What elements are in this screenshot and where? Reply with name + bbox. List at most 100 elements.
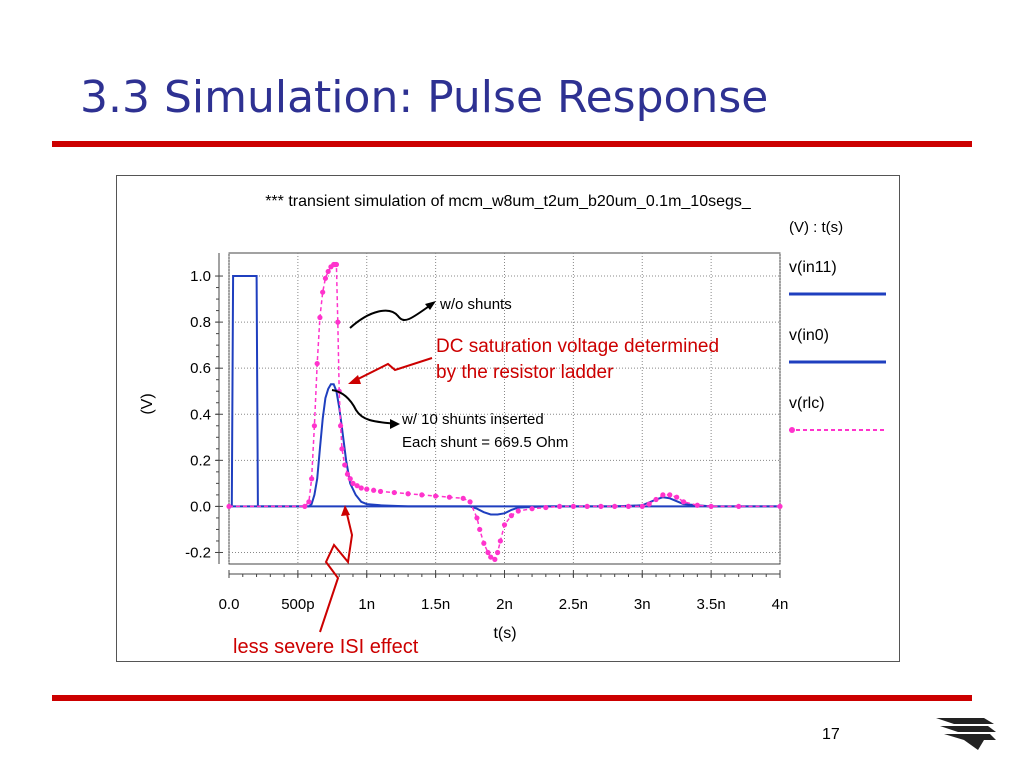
figure-frame [116,175,900,662]
top-divider [52,141,972,147]
series-point [354,483,360,489]
x-tick-label: 3n [634,596,651,613]
series-point [460,495,466,501]
annotation-wo-shunts: w/o shunts [439,296,512,313]
series-layer [226,261,783,562]
chart-title: *** transient simulation of mcm_w8um_t2u… [265,193,752,210]
legend-label: v(in0) [789,327,829,344]
series-point [736,503,742,510]
series-point [495,549,501,556]
series-point [433,493,439,499]
series-point [344,471,351,477]
annotation-isi: less severe ISI effect [233,636,419,658]
series-point [350,480,356,486]
x-tick-label: 0.0 [219,596,240,613]
x-tick-label: 1n [358,596,375,613]
x-tick-label: 500p [281,596,314,613]
y-tick-label: -0.2 [185,544,211,561]
axis-layer: 0.0 500p 1n 1.5n 2n 2.5n 3n 3.5n 4n 1.0 0.8 0.6 0.4 0… [185,253,788,613]
series-point [467,499,473,505]
series-point [708,503,714,510]
series-point [337,423,344,429]
wo-shunts-callout-line [349,303,433,329]
y-tick-label: 1.0 [190,268,211,285]
series-point [339,446,345,452]
series-point [584,503,590,510]
series-point [226,503,232,510]
legend-layer: v(in11) v(in0) v(rlc) [789,259,886,433]
series-point [371,487,377,493]
series-point [570,503,576,510]
y-axis-label: (V) [139,393,156,414]
series-point [474,515,480,521]
series-point [306,499,312,505]
wo-shunts-callout-arrowhead [425,301,436,310]
annotation-dc-saturation-line1: DC saturation voltage determined [436,336,719,357]
annotation-with-shunts-line1: w/ 10 shunts inserted [401,411,544,428]
series-point [492,556,498,562]
page-number: 17 [822,726,840,743]
series-point [314,360,320,367]
x-tick-label: 3.5n [697,596,726,613]
x-tick-label: 4n [772,596,789,613]
series-point [680,499,687,505]
series-point [309,476,315,482]
y-tick-label: 0.8 [190,314,211,331]
series-point [488,554,494,560]
series-point [364,486,370,492]
bottom-divider [52,695,972,701]
series-point [497,538,503,544]
legend-header: (V) : t(s) [789,219,843,236]
dc-saturation-callout-arrowhead [348,375,361,384]
series-point [481,540,487,546]
series-point [317,314,323,321]
series-point [557,503,563,510]
series-point [674,494,680,500]
series-point [598,503,604,510]
series-point [625,503,632,510]
x-axis-label: t(s) [493,625,516,642]
y-tick-label: 0.2 [190,452,211,469]
series-point [639,503,645,510]
stacked-wave-logo-icon [936,718,996,750]
series-point [477,526,483,533]
series-point [358,485,364,491]
series-point [646,501,652,507]
series-point [667,492,673,498]
y-tick-label: 0.0 [190,498,211,515]
isi-callout-arrowhead [341,505,350,516]
series-line-v-rlc [229,263,780,561]
x-tick-label: 2.5n [559,596,588,613]
series-point [347,476,353,482]
series-point [320,289,326,295]
with-shunts-callout-arrowhead [390,419,400,429]
series-point [660,492,666,498]
legend-label: v(in11) [789,259,837,276]
with-shunts-callout-line [331,389,399,425]
series-point [311,423,318,429]
series-point [391,489,397,496]
x-tick-label: 1.5n [421,596,450,613]
series-point [335,319,341,325]
slide-title: 3.3 Simulation: Pulse Response [80,72,769,123]
series-point [777,503,783,510]
isi-callout-line [319,509,354,633]
series-point [653,496,659,503]
series-point [543,504,549,511]
series-point [377,488,384,495]
series-point [485,549,491,556]
annotation-dc-saturation-line2: by the resistor ladder [436,362,614,383]
series-point [333,261,340,268]
series-point [302,503,308,510]
legend-marker [789,427,795,433]
series-point [508,513,514,519]
y-tick-label: 0.4 [190,406,211,423]
x-tick-label: 2n [496,596,513,613]
series-point [515,508,521,514]
series-point [529,506,535,512]
series-point [446,494,452,500]
series-point [612,503,618,510]
legend-label: v(rlc) [789,395,825,412]
series-point [694,502,700,508]
